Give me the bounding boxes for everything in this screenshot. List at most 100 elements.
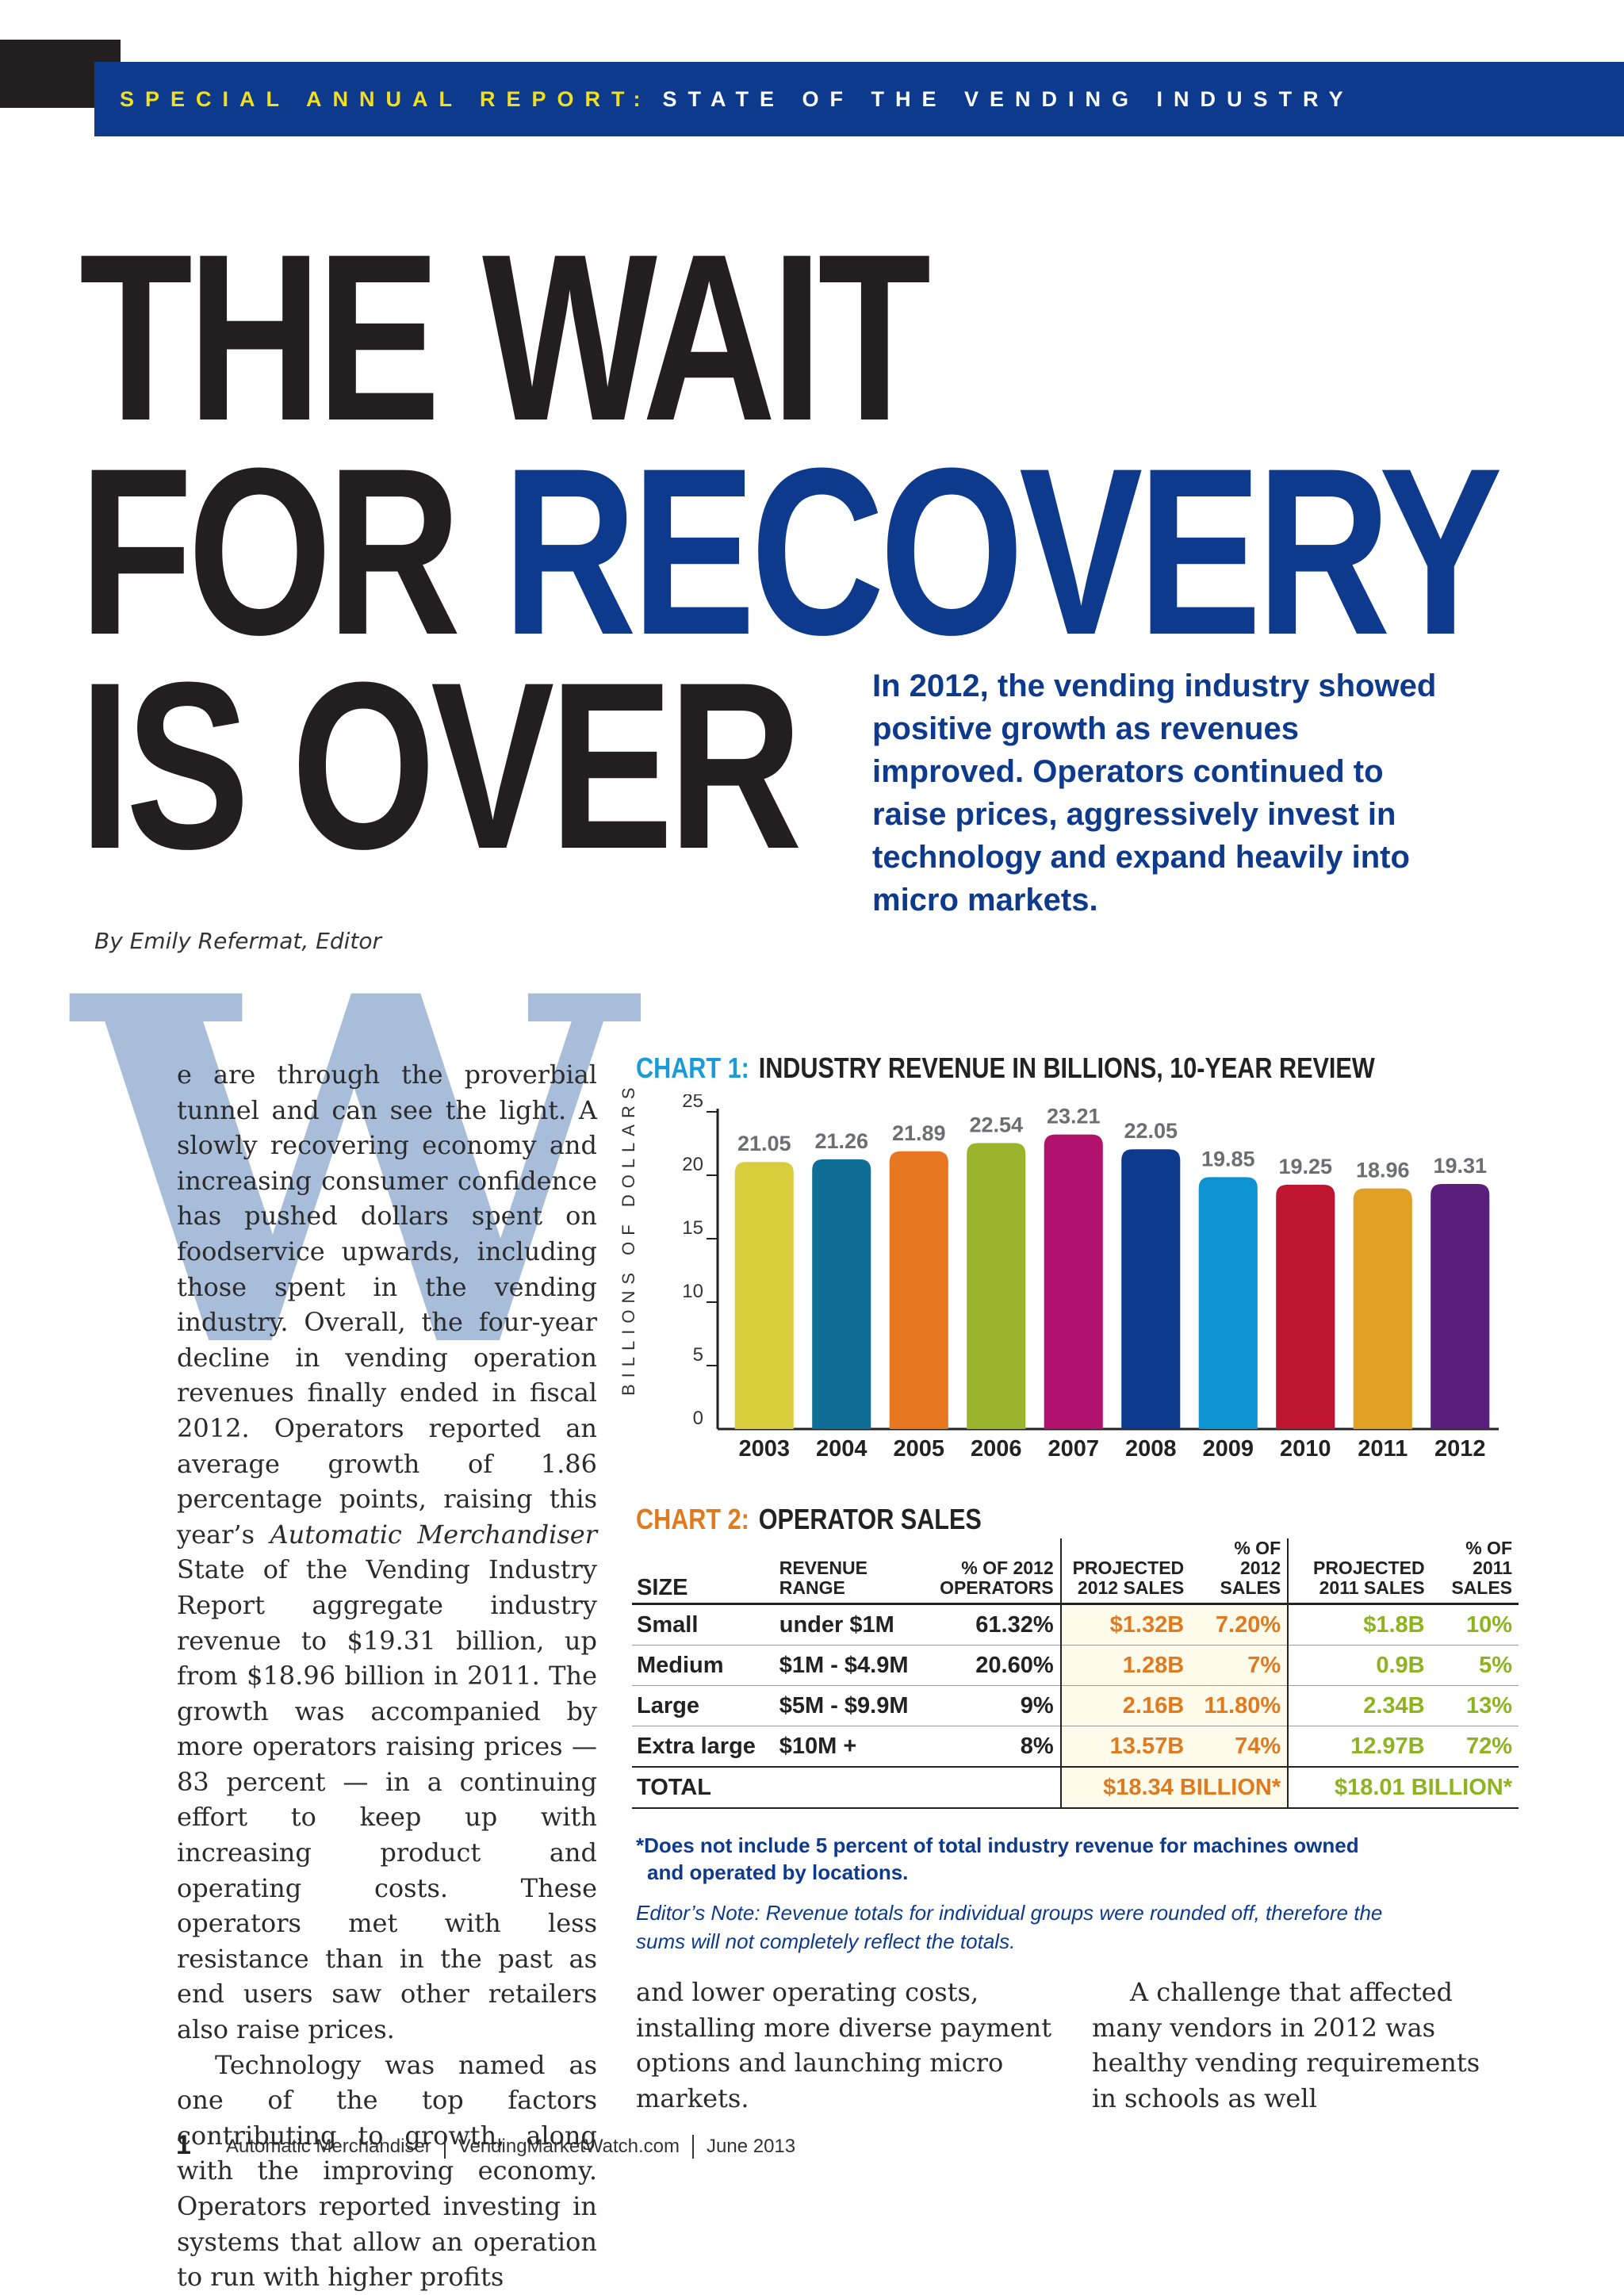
cell-pct-operators: 20.60%	[924, 1645, 1062, 1686]
cell-projected-2012: $1.32B	[1060, 1603, 1191, 1646]
bar-value-label: 21.05	[737, 1132, 791, 1155]
x-tick-label: 2010	[1280, 1436, 1331, 1462]
publication-name: Automatic Merchandiser	[270, 1519, 598, 1550]
total-projected-2011: $18.01 BILLION*	[1288, 1766, 1519, 1809]
cell-pct-2011: 5%	[1431, 1645, 1519, 1686]
x-tick-label: 2005	[893, 1436, 944, 1462]
bar-2006	[967, 1143, 1026, 1429]
y-tick-label: 5	[693, 1344, 703, 1366]
body-column-3: A challenge that affected many vendors i…	[1092, 1975, 1512, 2116]
x-tick-label: 2004	[816, 1436, 868, 1462]
bar-value-label: 18.96	[1356, 1159, 1410, 1182]
body-paragraph-1-start: e are through the proverbial tunnel and …	[177, 1059, 597, 1550]
bar-2008	[1121, 1149, 1181, 1429]
table-row: Medium $1M - $4.9M 20.60% 1.28B 7% 0.9B …	[632, 1645, 1519, 1686]
chart2-title: CHART 2: OPERATOR SALES	[636, 1503, 982, 1536]
col-header-projected-2011: PROJECTED 2011 SALES	[1288, 1538, 1431, 1605]
bar-value-label: 21.89	[892, 1121, 946, 1145]
section-banner: SPECIAL ANNUAL REPORT: STATE OF THE VEND…	[94, 62, 1624, 136]
table-header-row: SIZE REVENUE RANGE % OF 2012 OPERATORS P…	[632, 1538, 1519, 1605]
cell-range: $1M - $4.9M	[774, 1645, 925, 1686]
page-footer: Automatic Merchandiser VendingMarketWatc…	[226, 2135, 795, 2159]
y-tick-label: 15	[682, 1217, 703, 1239]
table-row: Large $5M - $9.9M 9% 2.16B 11.80% 2.34B …	[632, 1685, 1519, 1726]
total-projected-2012: $18.34 BILLION*	[1060, 1766, 1289, 1809]
cell-size: Large	[632, 1685, 775, 1726]
headline-line-1: THE WAIT	[79, 204, 931, 470]
cell-size: Small	[632, 1603, 775, 1646]
bar-2009	[1198, 1177, 1258, 1429]
y-tick-label: 0	[693, 1408, 703, 1429]
bar-2005	[889, 1151, 948, 1429]
cell-pct-operators: 61.32%	[924, 1603, 1062, 1646]
footer-site: VendingMarketWatch.com	[458, 2136, 680, 2157]
page-number: 1	[176, 2130, 191, 2160]
cell-projected-2011: 12.97B	[1288, 1726, 1431, 1768]
bar-value-label: 19.25	[1278, 1155, 1332, 1178]
bar-value-label: 21.26	[814, 1129, 868, 1153]
y-tick-label: 20	[682, 1154, 703, 1175]
cell-pct-2011: 10%	[1431, 1603, 1519, 1646]
table-row: Extra large $10M + 8% 13.57B 74% 12.97B …	[632, 1726, 1519, 1768]
bar-2012	[1431, 1184, 1490, 1429]
bar-2003	[734, 1162, 794, 1429]
total-label: TOTAL	[632, 1766, 775, 1809]
cell-projected-2011: 2.34B	[1288, 1685, 1431, 1726]
cell-range: $5M - $9.9M	[774, 1685, 925, 1726]
headline-highlight: RECOVERY	[502, 418, 1503, 684]
cell-projected-2012: 13.57B	[1060, 1726, 1191, 1768]
cell-pct-2012: 74%	[1190, 1726, 1289, 1768]
cell-projected-2011: 0.9B	[1288, 1645, 1431, 1686]
x-tick-label: 2006	[971, 1436, 1022, 1462]
x-tick-label: 2007	[1048, 1436, 1099, 1462]
footer-date: June 2013	[707, 2136, 796, 2157]
footer-publication: Automatic Merchandiser	[226, 2136, 431, 2157]
table-row: Small under $1M 61.32% $1.32B 7.20% $1.8…	[632, 1603, 1519, 1646]
bar-2011	[1353, 1188, 1412, 1429]
cell-pct-2011: 72%	[1431, 1726, 1519, 1768]
bar-value-label: 22.54	[969, 1113, 1023, 1136]
drop-cap: W	[74, 894, 635, 1453]
body-column-1: e are through the proverbial tunnel and …	[177, 1057, 597, 2295]
chart1-label: CHART 1:	[636, 1052, 749, 1084]
x-tick-label: 2012	[1434, 1436, 1486, 1462]
bar-value-label: 19.85	[1201, 1147, 1255, 1170]
banner-title: STATE OF THE VENDING INDUSTRY	[662, 86, 1354, 111]
bar-value-label: 22.05	[1124, 1119, 1178, 1143]
cell-range: under $1M	[774, 1603, 925, 1646]
cell-pct-2012: 7.20%	[1190, 1603, 1289, 1646]
x-tick-label: 2008	[1125, 1436, 1177, 1462]
cell-pct-2012: 7%	[1190, 1645, 1289, 1686]
banner-prefix: SPECIAL ANNUAL REPORT:	[120, 86, 652, 111]
col-header-pct-operators: % OF 2012 OPERATORS	[924, 1538, 1062, 1605]
cell-size: Extra large	[632, 1726, 775, 1768]
chart2-label: CHART 2:	[636, 1503, 749, 1535]
cell-size: Medium	[632, 1645, 775, 1686]
cell-pct-operators: 8%	[924, 1726, 1062, 1768]
bar-value-label: 23.21	[1047, 1105, 1101, 1128]
col-header-pct-2011: % OF 2011 SALES	[1431, 1538, 1519, 1605]
y-tick-label: 25	[682, 1094, 703, 1112]
editors-note: Editor’s Note: Revenue totals for indivi…	[636, 1901, 1383, 1953]
col-header-projected-2012: PROJECTED 2012 SALES	[1060, 1538, 1191, 1605]
operator-sales-table: SIZE REVENUE RANGE % OF 2012 OPERATORS P…	[632, 1538, 1519, 1809]
table-total-row: TOTAL $18.34 BILLION* $18.01 BILLION*	[632, 1766, 1519, 1809]
headline: THE WAIT FOR RECOVERY IS OVER	[79, 204, 1503, 884]
cell-projected-2012: 2.16B	[1060, 1685, 1191, 1726]
revenue-bar-chart: 0 5 10 15 20 25 21.05 2003 21.26 2004 21.89 2005 22.…	[682, 1094, 1499, 1462]
x-tick-label: 2009	[1202, 1436, 1254, 1462]
bar-2007	[1044, 1134, 1103, 1429]
col-header-range: REVENUE RANGE	[774, 1538, 925, 1605]
body-column-2: and lower operating costs, installing mo…	[636, 1977, 1052, 2113]
body-paragraph-2: Technology was named as one of the top f…	[177, 2049, 597, 2293]
cell-pct-operators: 9%	[924, 1685, 1062, 1726]
x-tick-label: 2011	[1358, 1436, 1408, 1462]
footer-divider	[443, 2135, 446, 2159]
y-tick-label: 10	[682, 1281, 703, 1302]
headline-line-2: FOR RECOVERY	[79, 432, 1503, 670]
chart1-title: CHART 1: INDUSTRY REVENUE IN BILLIONS, 10…	[636, 1052, 1375, 1085]
bar-value-label: 19.31	[1433, 1154, 1487, 1178]
cell-range: $10M +	[774, 1726, 925, 1768]
footer-divider	[692, 2135, 695, 2159]
cell-pct-2011: 13%	[1431, 1685, 1519, 1726]
